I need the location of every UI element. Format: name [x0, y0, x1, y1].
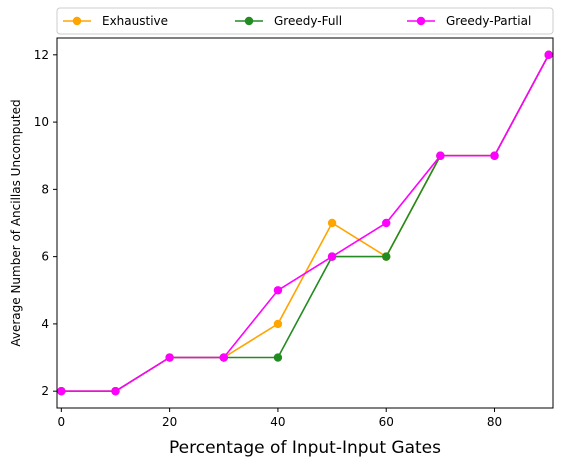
data-point-greedy-full — [382, 252, 391, 261]
data-point-greedy-partial — [327, 252, 337, 261]
y-tick-label: 6 — [41, 250, 49, 264]
data-point-exhaustive — [273, 319, 283, 329]
x-tick-label: 20 — [162, 415, 177, 429]
series-greedy-partial — [57, 50, 553, 396]
series-line-exhaustive — [61, 54, 550, 393]
series-line-greedy-full — [61, 54, 550, 393]
data-point-greedy-partial — [490, 151, 499, 160]
legend-marker — [72, 16, 82, 26]
data-point-greedy-partial — [436, 151, 445, 160]
legend-label: Greedy-Partial — [446, 14, 531, 28]
data-point-greedy-partial — [219, 353, 228, 362]
data-point-greedy-partial — [165, 353, 174, 362]
data-point-exhaustive — [327, 218, 337, 228]
legend-label: Exhaustive — [102, 14, 168, 28]
y-tick-label: 10 — [34, 115, 49, 129]
legend-marker — [244, 16, 254, 26]
data-point-greedy-partial — [57, 386, 66, 396]
plot-area-frame — [56, 37, 554, 409]
x-axis-label: Percentage of Input-Input Gates — [169, 438, 441, 458]
y-tick-label: 2 — [41, 384, 49, 398]
y-tick-label: 12 — [34, 48, 49, 62]
series-greedy-full — [57, 50, 553, 396]
data-point-greedy-partial — [544, 50, 553, 60]
legend-label: Greedy-Full — [274, 14, 342, 28]
x-tick-label: 0 — [58, 415, 66, 429]
y-tick-label: 8 — [41, 182, 49, 196]
y-tick-label: 4 — [41, 317, 49, 331]
series-exhaustive — [57, 50, 553, 396]
data-point-greedy-full — [273, 353, 283, 362]
legend: Exhaustive Greedy-Full Greedy-Partial — [56, 7, 554, 35]
data-point-greedy-partial — [382, 218, 391, 228]
series-line-greedy-partial — [61, 54, 550, 393]
series-layer — [57, 50, 553, 396]
data-point-greedy-partial — [273, 286, 283, 295]
x-tick-label: 80 — [487, 415, 502, 429]
x-tick-label: 40 — [270, 415, 285, 429]
axis-ticks: 0 20 40 60 80 2 4 6 8 10 12 — [34, 48, 502, 429]
y-axis-label: Average Number of Ancillas Uncomputed — [9, 99, 23, 346]
x-tick-label: 60 — [379, 415, 394, 429]
data-point-greedy-partial — [111, 386, 120, 396]
legend-box — [56, 7, 554, 35]
legend-marker — [416, 16, 426, 26]
